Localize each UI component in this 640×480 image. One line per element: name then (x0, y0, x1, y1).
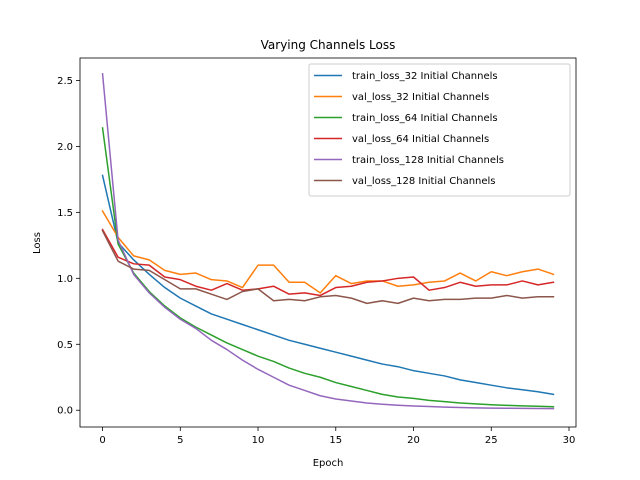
series-line-3 (101, 127, 555, 408)
x-axis-label: Epoch (313, 458, 344, 469)
x-tick-label: 25 (485, 435, 498, 446)
y-tick-label: 1.5 (57, 208, 73, 219)
y-axis-label: Loss (32, 232, 43, 254)
legend-box (308, 63, 571, 197)
x-tick-label: 20 (407, 435, 420, 446)
legend: train_loss_32 Initial Channels val_loss_3… (308, 63, 571, 197)
series-lines (101, 73, 555, 410)
y-tick-label: 0.5 (57, 340, 73, 351)
chart-title: Varying Channels Loss (261, 38, 396, 52)
y-axis-ticks: 0.0 0.5 1.0 1.5 2.0 2.5 (57, 76, 80, 417)
x-tick-label: 5 (177, 435, 183, 446)
x-tick-label: 30 (563, 435, 576, 446)
y-tick-label: 2.0 (57, 142, 73, 153)
legend-label: train_loss_32 Initial Channels (352, 71, 498, 82)
series-line-2 (101, 210, 555, 294)
x-tick-label: 15 (329, 435, 342, 446)
legend-label: val_loss_64 Initial Channels (352, 134, 489, 145)
y-tick-label: 0.0 (57, 406, 73, 417)
series-line-4 (101, 228, 555, 297)
y-tick-label: 1.0 (57, 274, 73, 285)
legend-label: train_loss_64 Initial Channels (352, 113, 498, 124)
legend-label: train_loss_128 Initial Channels (352, 155, 504, 166)
legend-label: val_loss_32 Initial Channels (352, 92, 489, 103)
series-line-1 (101, 174, 555, 396)
x-axis-ticks: 0 5 10 15 20 25 30 (99, 427, 575, 446)
series-line-6 (101, 229, 555, 305)
plot-frame (79, 57, 577, 428)
legend-label: val_loss_128 Initial Channels (352, 176, 496, 187)
x-tick-label: 0 (99, 435, 105, 446)
x-tick-label: 10 (252, 435, 265, 446)
y-tick-label: 2.5 (57, 76, 73, 87)
series-line-5 (101, 73, 555, 410)
